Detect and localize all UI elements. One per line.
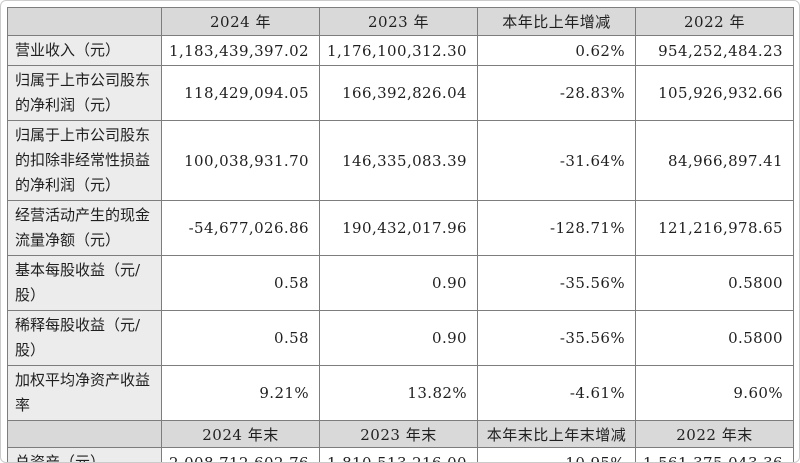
row-label: 营业收入（元）: [7, 35, 162, 66]
table-row-diluted-eps: 稀释每股收益（元/股） 0.58 0.90 -35.56% 0.5800: [7, 310, 794, 366]
col-header-yoy-change: 本年比上年增减: [477, 7, 636, 36]
row-label: 基本每股收益（元/股）: [7, 255, 162, 311]
cell-2024: 118,429,094.05: [161, 65, 320, 121]
cell-2024: 0.58: [161, 255, 320, 311]
cell-2022: 0.5800: [635, 310, 794, 366]
cell-yoy-change: 10.95%: [477, 447, 636, 463]
cell-yoy-change: -35.56%: [477, 310, 636, 366]
cell-yoy-change: -128.71%: [477, 200, 636, 256]
col-header-blank: [7, 7, 162, 36]
header-row-year-end: 2024 年末 2023 年末 本年末比上年末增减 2022 年末: [7, 420, 794, 448]
cell-2023: 0.90: [319, 310, 478, 366]
row-label: 稀释每股收益（元/股）: [7, 310, 162, 366]
cell-2024: 2,008,712,602.76: [161, 447, 320, 463]
row-label: 经营活动产生的现金流量净额（元）: [7, 200, 162, 256]
cell-2022: 0.5800: [635, 255, 794, 311]
row-label: 总资产（元）: [7, 447, 162, 463]
row-label: 归属于上市公司股东的扣除非经常性损益的净利润（元）: [7, 120, 162, 201]
cell-2022: 9.60%: [635, 365, 794, 421]
cell-2022: 105,926,932.66: [635, 65, 794, 121]
cell-2024: 9.21%: [161, 365, 320, 421]
col-header-2022-end: 2022 年末: [635, 420, 794, 448]
cell-2024: 0.58: [161, 310, 320, 366]
cell-2023: 1,176,100,312.30: [319, 35, 478, 66]
cell-2023: 13.82%: [319, 365, 478, 421]
cell-2022: 121,216,978.65: [635, 200, 794, 256]
col-header-year-end-change: 本年末比上年末增减: [477, 420, 636, 448]
table-row-operating-revenue: 营业收入（元） 1,183,439,397.02 1,176,100,312.3…: [7, 35, 794, 66]
col-header-2024: 2024 年: [161, 7, 320, 36]
cell-yoy-change: -35.56%: [477, 255, 636, 311]
col-header-2022: 2022 年: [635, 7, 794, 36]
cell-2023: 190,432,017.96: [319, 200, 478, 256]
cell-yoy-change: -28.83%: [477, 65, 636, 121]
cell-yoy-change: -4.61%: [477, 365, 636, 421]
table-row-operating-cash-flow: 经营活动产生的现金流量净额（元） -54,677,026.86 190,432,…: [7, 200, 794, 256]
cell-2024: 1,183,439,397.02: [161, 35, 320, 66]
cell-2024: -54,677,026.86: [161, 200, 320, 256]
header-row-annual: 2024 年 2023 年 本年比上年增减 2022 年: [7, 7, 794, 36]
col-header-2024-end: 2024 年末: [161, 420, 320, 448]
cell-2023: 1,810,513,216.00: [319, 447, 478, 463]
col-header-2023: 2023 年: [319, 7, 478, 36]
cell-2022: 84,966,897.41: [635, 120, 794, 201]
cell-2023: 0.90: [319, 255, 478, 311]
cell-yoy-change: -31.64%: [477, 120, 636, 201]
table-row-net-profit: 归属于上市公司股东的净利润（元） 118,429,094.05 166,392,…: [7, 65, 794, 121]
col-header-2023-end: 2023 年末: [319, 420, 478, 448]
cell-2022: 1,561,375,043.36: [635, 447, 794, 463]
row-label: 归属于上市公司股东的净利润（元）: [7, 65, 162, 121]
table-row-total-assets: 总资产（元） 2,008,712,602.76 1,810,513,216.00…: [7, 447, 794, 463]
financial-summary-table: 2024 年 2023 年 本年比上年增减 2022 年 营业收入（元） 1,1…: [7, 7, 794, 463]
row-label: 加权平均净资产收益率: [7, 365, 162, 421]
table-row-net-profit-excl-nonrecurring: 归属于上市公司股东的扣除非经常性损益的净利润（元） 100,038,931.70…: [7, 120, 794, 201]
col-header-blank: [7, 420, 162, 448]
table-row-weighted-avg-roe: 加权平均净资产收益率 9.21% 13.82% -4.61% 9.60%: [7, 365, 794, 421]
cell-2024: 100,038,931.70: [161, 120, 320, 201]
cell-2023: 146,335,083.39: [319, 120, 478, 201]
cell-2023: 166,392,826.04: [319, 65, 478, 121]
cell-yoy-change: 0.62%: [477, 35, 636, 66]
cell-2022: 954,252,484.23: [635, 35, 794, 66]
table-row-basic-eps: 基本每股收益（元/股） 0.58 0.90 -35.56% 0.5800: [7, 255, 794, 311]
